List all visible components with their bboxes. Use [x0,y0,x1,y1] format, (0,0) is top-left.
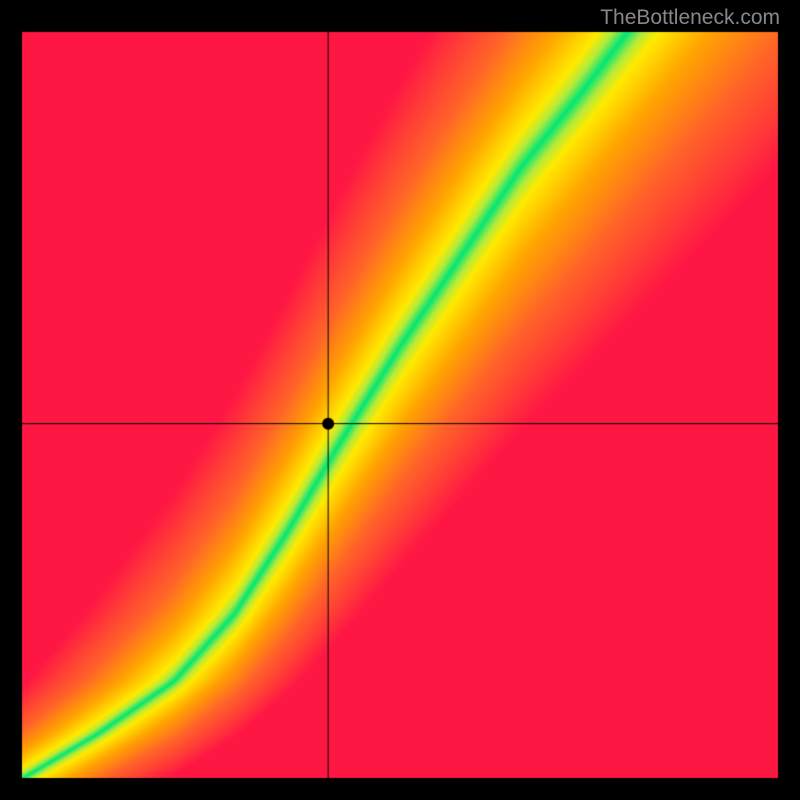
chart-container: TheBottleneck.com [0,0,800,800]
bottleneck-heatmap [0,0,800,800]
watermark-text: TheBottleneck.com [600,6,780,30]
